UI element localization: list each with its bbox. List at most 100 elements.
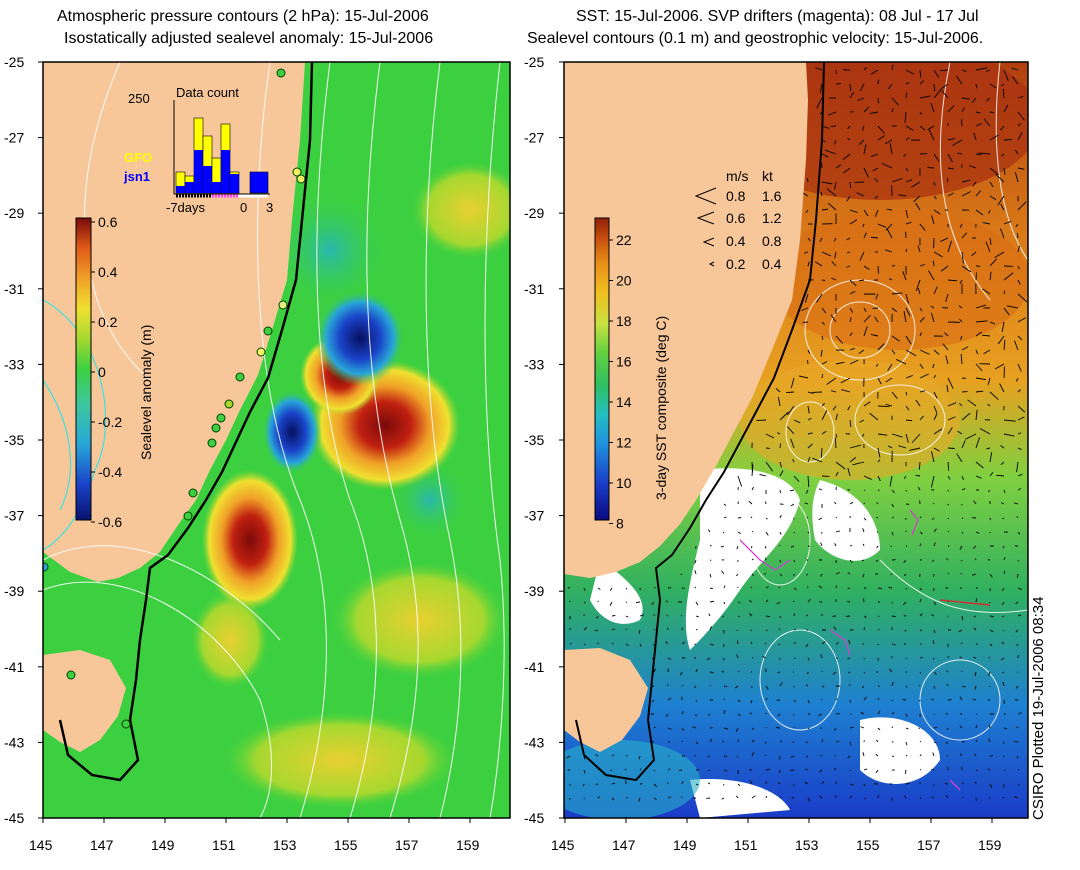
velocity-vector xyxy=(905,221,912,225)
velocity-vector xyxy=(891,349,896,355)
velocity-vector xyxy=(777,396,781,407)
velocity-vector xyxy=(896,359,907,365)
velocity-vector xyxy=(989,181,994,188)
velocity-vector xyxy=(847,137,851,141)
velocity-vector xyxy=(1017,123,1022,127)
velocity-vector xyxy=(1016,643,1019,647)
velocity-vector xyxy=(905,713,908,717)
velocity-vector xyxy=(787,426,795,435)
velocity-vector xyxy=(891,797,894,802)
velocity-vector xyxy=(931,768,935,771)
velocity-vector xyxy=(905,405,910,411)
velocity-vector xyxy=(862,543,865,547)
velocity-vector xyxy=(834,543,837,547)
velocity-vector xyxy=(915,399,921,407)
velocity-vector xyxy=(849,783,854,786)
velocity-vector xyxy=(919,373,929,379)
velocity-vector xyxy=(933,405,938,414)
velocity-vector xyxy=(777,713,781,717)
velocity-vector xyxy=(786,391,795,394)
velocity-vector xyxy=(1002,545,1005,549)
velocity-vector xyxy=(888,586,893,589)
velocity-vector xyxy=(989,391,999,400)
velocity-vector xyxy=(790,503,795,507)
velocity-vector xyxy=(874,178,879,183)
velocity-vector xyxy=(978,152,991,155)
velocity-vector xyxy=(933,69,940,78)
velocity-row-3-ms: 0.2 xyxy=(726,256,746,272)
velocity-vector xyxy=(694,559,697,564)
velocity-vector xyxy=(863,67,867,71)
velocity-vector xyxy=(583,601,586,604)
velocity-vector xyxy=(862,125,865,131)
lon-tick-right: 159 xyxy=(978,837,1002,853)
velocity-vector xyxy=(805,209,809,214)
velocity-vector xyxy=(933,153,940,162)
velocity-vector xyxy=(961,265,972,273)
velocity-vector xyxy=(905,754,908,757)
velocity-vector xyxy=(961,107,965,113)
velocity-vector xyxy=(888,668,893,673)
velocity-vector xyxy=(975,598,978,603)
velocity-vector xyxy=(1017,389,1021,393)
velocity-vector xyxy=(1017,265,1020,270)
velocity-vector xyxy=(869,412,879,421)
velocity-vector xyxy=(918,461,921,470)
velocity-vector xyxy=(1001,641,1005,645)
velocity-vector xyxy=(989,134,999,141)
velocity-vector xyxy=(933,447,940,452)
velocity-vector xyxy=(989,615,994,618)
velocity-vector xyxy=(1017,447,1022,450)
velocity-vector xyxy=(807,443,813,449)
velocity-vector xyxy=(762,655,767,659)
velocity-vector xyxy=(789,489,795,492)
velocity-vector xyxy=(835,516,837,519)
velocity-vector xyxy=(695,699,698,702)
velocity-vector xyxy=(1003,307,1010,316)
velocity-vector xyxy=(804,251,809,254)
velocity-vector xyxy=(919,317,925,323)
velocity-vector xyxy=(821,361,828,365)
sla-colorbar-tick: -0.4 xyxy=(98,464,122,480)
velocity-vector xyxy=(994,251,1005,258)
velocity-vector xyxy=(961,796,964,799)
velocity-vector xyxy=(847,405,851,411)
velocity-vector xyxy=(807,432,813,435)
velocity-vector xyxy=(898,445,907,449)
velocity-vector xyxy=(777,671,781,674)
velocity-vector xyxy=(835,530,840,533)
velocity-vector xyxy=(1017,317,1027,323)
velocity-vector xyxy=(915,202,921,211)
lat-tick-left: -29 xyxy=(4,205,24,221)
velocity-vector xyxy=(778,544,781,547)
velocity-vector xyxy=(974,685,977,690)
velocity-vector xyxy=(778,586,781,589)
velocity-vector xyxy=(1017,587,1022,590)
velocity-vector xyxy=(849,741,852,746)
velocity-vector xyxy=(597,796,601,799)
velocity-vector xyxy=(776,601,781,605)
velocity-vector xyxy=(779,461,782,468)
velocity-vector xyxy=(875,753,879,757)
velocity-vector xyxy=(891,531,894,536)
velocity-vector xyxy=(779,682,783,687)
lon-tick-right: 145 xyxy=(551,837,575,853)
left-title-line2: Isostatically adjusted sealevel anomaly:… xyxy=(64,30,434,47)
velocity-vector xyxy=(736,654,739,659)
lat-tick-right: -31 xyxy=(524,281,544,297)
velocity-vector xyxy=(807,261,810,267)
velocity-vector xyxy=(835,585,838,589)
velocity-vector xyxy=(1017,111,1025,121)
shelf-edge-right xyxy=(575,62,825,782)
velocity-vector xyxy=(835,335,844,344)
velocity-vector xyxy=(933,349,940,355)
velocity-vector xyxy=(1003,167,1006,175)
velocity-vector xyxy=(681,711,684,715)
velocity-vector xyxy=(919,363,924,369)
velocity-vector xyxy=(835,164,842,169)
velocity-vector xyxy=(877,265,879,274)
velocity-vector xyxy=(819,111,823,115)
velocity-vector xyxy=(751,573,755,576)
velocity-vector xyxy=(877,377,882,385)
velocity-vector xyxy=(905,782,910,785)
